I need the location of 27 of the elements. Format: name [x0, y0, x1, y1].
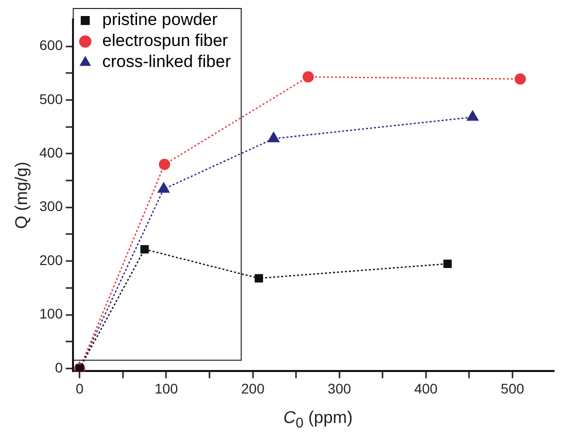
y-axis-title: Q (mg/g) — [12, 162, 31, 229]
x-tick-label: 0 — [76, 380, 84, 396]
x-tick-label: 200 — [241, 380, 265, 396]
x-axis-title: C$_{0}$ (ppm) — [282, 408, 354, 431]
y-tick-label: 200 — [39, 252, 63, 268]
point — [158, 158, 170, 170]
point — [466, 110, 478, 121]
x-tick-label: 100 — [154, 380, 178, 396]
point — [443, 260, 452, 268]
point — [254, 274, 264, 282]
y-tick-label: 400 — [39, 144, 63, 161]
legend-label: cross-linked fiber — [102, 52, 232, 72]
x-tick-label: 400 — [414, 380, 438, 396]
y-tick-label: 100 — [39, 306, 63, 322]
legend-label: electrospun fiber — [102, 31, 228, 50]
point — [140, 245, 149, 254]
y-tick-label: 600 — [39, 37, 63, 54]
y-tick-label: 0 — [54, 359, 63, 376]
point — [514, 73, 526, 85]
point — [268, 132, 280, 142]
x-tick-label: 500 — [500, 380, 524, 396]
point — [302, 71, 314, 83]
legend-label: pristine powder — [102, 10, 218, 30]
y-tick-label: 300 — [39, 198, 63, 214]
y-tick-label: 500 — [39, 90, 63, 107]
point — [158, 182, 170, 193]
x-tick-label: 300 — [328, 380, 352, 396]
